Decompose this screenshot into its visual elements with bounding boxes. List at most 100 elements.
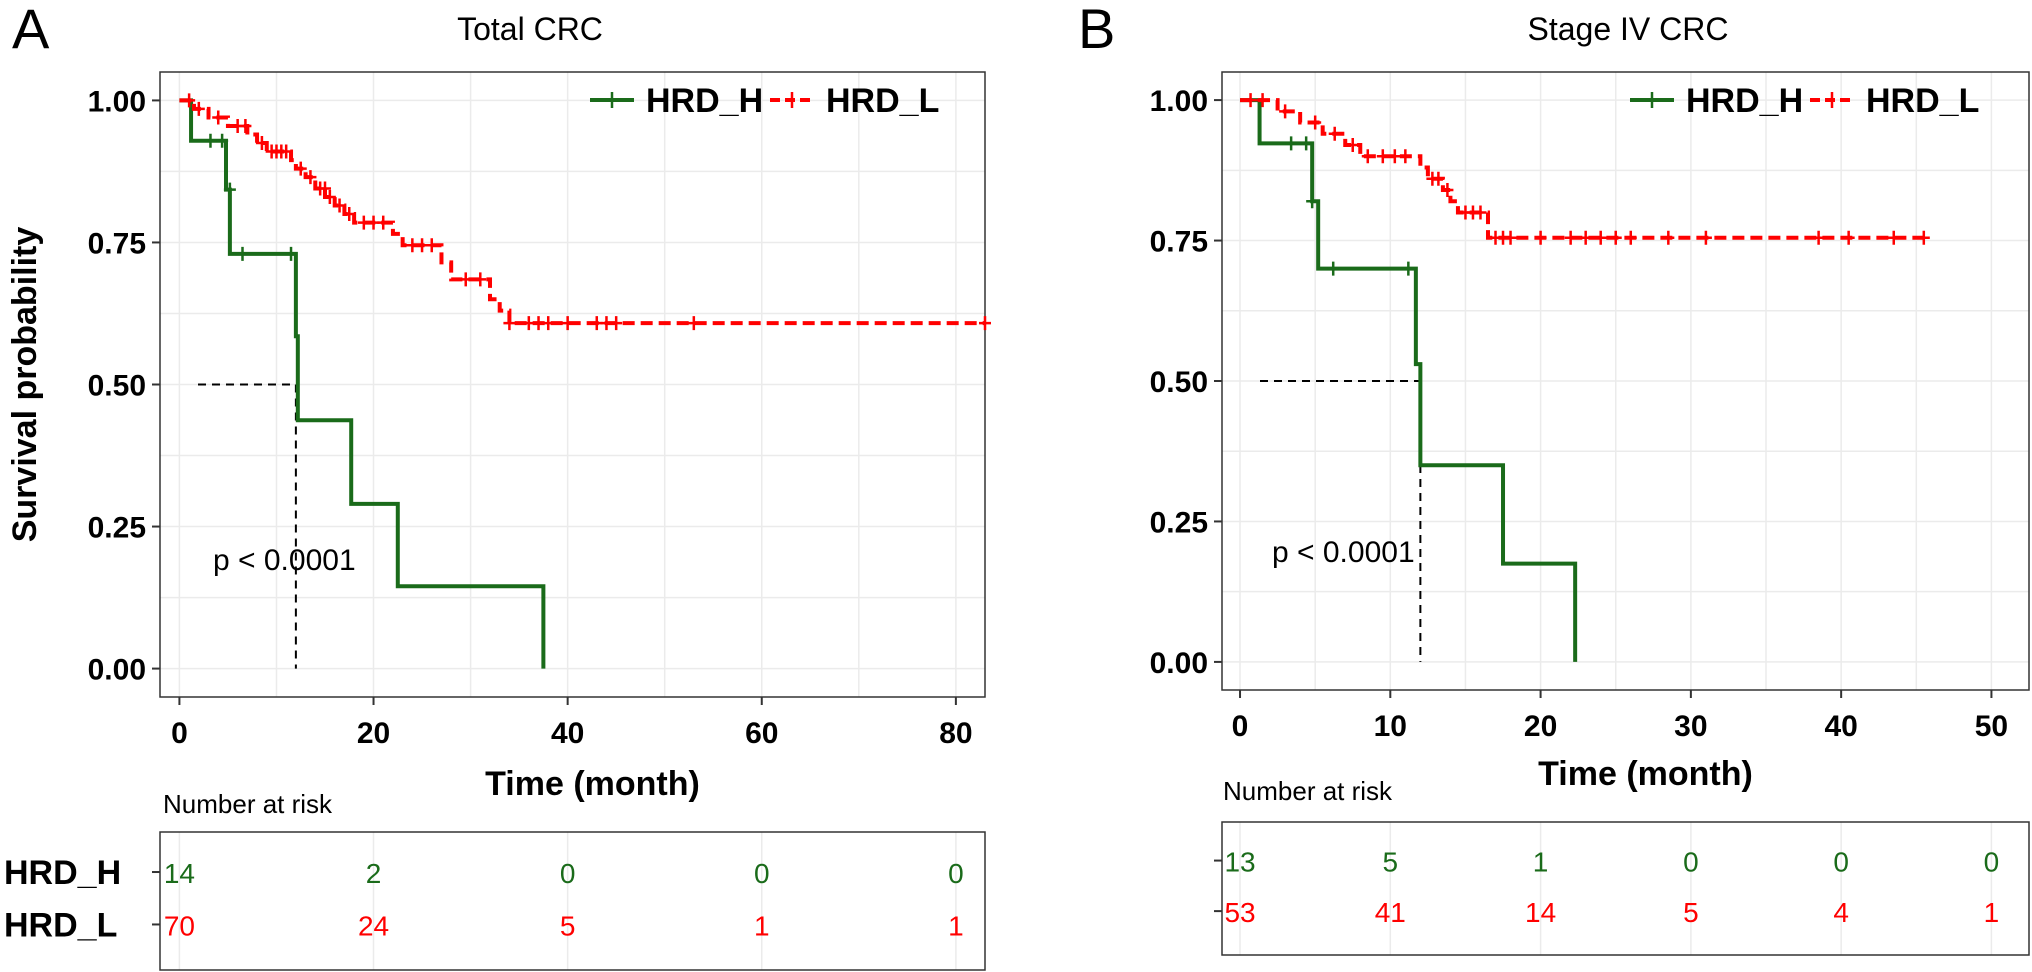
risk-value: 14 (1525, 897, 1556, 928)
chart-title: Stage IV CRC (1528, 11, 1729, 47)
risk-value: 0 (560, 858, 576, 889)
risk-value: 0 (1683, 847, 1699, 878)
x-tick-label: 40 (1824, 710, 1857, 743)
censor-mark (1285, 136, 1298, 151)
censor-mark (561, 316, 574, 331)
censor-mark (304, 170, 317, 185)
y-tick-label: 1.00 (88, 85, 146, 118)
censor-mark (1402, 261, 1415, 276)
censor-mark (1812, 230, 1825, 245)
panel-label: A (12, 0, 50, 60)
risk-value: 0 (754, 858, 770, 889)
risk-value: 5 (1383, 847, 1399, 878)
censor-mark (1376, 149, 1389, 164)
censor-mark (1917, 230, 1930, 245)
censor-mark (1309, 115, 1322, 130)
risk-value: 5 (560, 910, 576, 941)
censor-mark (1361, 149, 1374, 164)
chart-title: Total CRC (457, 11, 603, 47)
censor-mark (1399, 149, 1412, 164)
risk-row-label: HRD_H (4, 854, 121, 892)
censor-mark (319, 181, 331, 196)
series-hrd-h (179, 98, 546, 669)
censor-mark (1279, 104, 1292, 119)
x-axis-title: Time (month) (1538, 755, 1753, 793)
censor-mark (1564, 230, 1577, 245)
legend-label-hrd-h: HRD_H (1686, 82, 1803, 120)
censor-mark (1306, 194, 1319, 209)
censor-mark (1441, 182, 1454, 197)
censor-mark (1328, 126, 1341, 141)
censor-mark (255, 136, 268, 151)
censor-mark (1244, 93, 1257, 108)
censor-mark (1300, 136, 1313, 151)
survival-curve (179, 98, 985, 326)
censor-mark (236, 246, 249, 261)
x-tick-label: 80 (939, 717, 972, 750)
x-tick-label: 20 (357, 717, 390, 750)
legend: HRD_H HRD_L (590, 82, 939, 120)
x-tick-label: 20 (1524, 710, 1557, 743)
censor-mark (542, 316, 555, 331)
y-tick-label: 1.00 (1150, 85, 1208, 118)
censor-mark (216, 133, 229, 148)
risk-table-frame (1221, 821, 2030, 956)
p-value-annotation: p < 0.0001 (1272, 536, 1415, 569)
censor-mark (979, 316, 991, 331)
series-hrd-l (1240, 93, 1930, 245)
censor-mark (285, 246, 298, 261)
risk-table-title: Number at risk (1223, 776, 1393, 806)
y-tick-label: 0.50 (1150, 366, 1208, 399)
series-hrd-l (179, 93, 991, 331)
censor-mark (1432, 171, 1445, 186)
risk-value: 1 (1984, 897, 2000, 928)
censor-mark (333, 198, 346, 213)
risk-value: 1 (754, 910, 770, 941)
plot-grid (1222, 72, 2029, 690)
y-tick-label: 0.50 (88, 370, 146, 403)
censor-mark (474, 272, 487, 287)
censor-mark (323, 190, 336, 204)
risk-value: 5 (1683, 897, 1699, 928)
censor-mark (183, 93, 196, 108)
censor-mark (280, 144, 293, 159)
risk-value: 2 (366, 858, 382, 889)
y-axis: 0.00 0.25 0.50 0.75 1.00 (88, 85, 160, 687)
risk-value: 41 (1375, 897, 1406, 928)
censor-mark (1327, 261, 1340, 276)
risk-value: 1 (948, 910, 964, 941)
panel-label: B (1078, 0, 1115, 60)
series-hrd-h (1240, 98, 1578, 662)
censor-mark (1534, 230, 1547, 245)
x-tick-label: 40 (551, 717, 584, 750)
censor-mark (1256, 93, 1269, 108)
risk-table-frame (159, 831, 986, 971)
censor-mark (1346, 138, 1359, 153)
y-tick-label: 0.25 (88, 512, 146, 545)
risk-value: 4 (1833, 897, 1849, 928)
risk-value: 13 (1224, 847, 1255, 878)
y-tick-label: 0.00 (88, 654, 146, 687)
censor-mark (1662, 230, 1675, 245)
censor-mark (377, 215, 390, 230)
censor-mark (1594, 230, 1607, 245)
x-tick-label: 60 (745, 717, 778, 750)
risk-row-label: HRD_L (4, 906, 117, 944)
censor-mark (503, 316, 516, 331)
risk-value: 0 (1984, 847, 2000, 878)
x-tick-label: 50 (1975, 710, 2008, 743)
plot-grid (160, 72, 985, 697)
censor-mark (223, 182, 236, 197)
y-tick-label: 0.75 (1150, 226, 1208, 259)
risk-value: 24 (358, 910, 389, 941)
y-tick-label: 0.00 (1150, 647, 1208, 680)
censor-mark (687, 316, 700, 331)
risk-table-title: Number at risk (163, 789, 333, 819)
legend-label-hrd-h: HRD_H (646, 82, 763, 120)
y-axis: 0.00 0.25 0.50 0.75 1.00 (1150, 85, 1222, 680)
risk-value: 53 (1224, 897, 1255, 928)
x-tick-label: 0 (1232, 710, 1249, 743)
censor-mark (1388, 149, 1401, 164)
